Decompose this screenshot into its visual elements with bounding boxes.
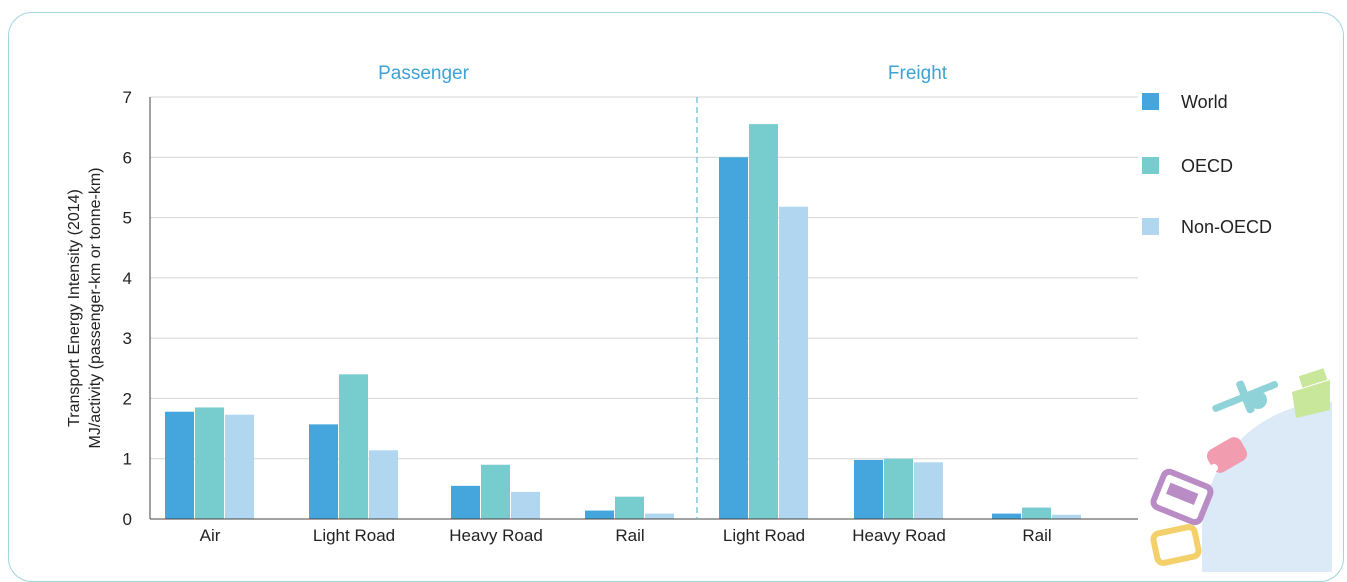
bar-world-5 bbox=[719, 157, 748, 520]
legend-label-non-oecd: Non-OECD bbox=[1181, 217, 1272, 237]
bar-non-oecd-3 bbox=[511, 491, 540, 519]
legend-swatch-world bbox=[1142, 93, 1159, 110]
bar-oecd-5 bbox=[749, 124, 778, 519]
x-category-label: Heavy Road bbox=[449, 526, 543, 545]
legend-swatch-non-oecd bbox=[1142, 218, 1159, 235]
x-category-label: Air bbox=[200, 526, 221, 545]
x-category-label: Light Road bbox=[313, 526, 395, 545]
y-tick-label: 5 bbox=[123, 209, 132, 228]
y-axis-label-line2: MJ/activity (passenger-km or tonne-km) bbox=[87, 168, 104, 449]
legend-label-oecd: OECD bbox=[1181, 156, 1233, 176]
bar-oecd-2 bbox=[339, 374, 368, 519]
car-icon bbox=[1206, 437, 1248, 473]
y-tick-label: 7 bbox=[123, 88, 132, 107]
bar-non-oecd-4 bbox=[645, 513, 674, 519]
bar-world-3 bbox=[451, 485, 480, 519]
bar-non-oecd-5 bbox=[779, 206, 808, 519]
y-tick-label: 4 bbox=[123, 269, 132, 288]
x-category-label: Light Road bbox=[723, 526, 805, 545]
bar-oecd-6 bbox=[884, 458, 913, 519]
y-tick-label: 3 bbox=[123, 329, 132, 348]
x-category-label: Rail bbox=[615, 526, 644, 545]
group-label: Freight bbox=[888, 63, 948, 84]
y-tick-label: 6 bbox=[123, 148, 132, 167]
bar-non-oecd-7 bbox=[1052, 514, 1081, 519]
legend-swatch-oecd bbox=[1142, 157, 1159, 174]
bar-non-oecd-1 bbox=[225, 414, 254, 519]
y-axis-label-line1: Transport Energy Intensity (2014) bbox=[66, 189, 83, 427]
bar-world-6 bbox=[854, 459, 883, 519]
bar-oecd-1 bbox=[195, 407, 224, 519]
group-label: Passenger bbox=[378, 63, 470, 84]
legend-label-world: World bbox=[1181, 92, 1228, 112]
y-tick-label: 1 bbox=[123, 450, 132, 469]
bus-icon bbox=[1150, 468, 1214, 526]
x-category-label: Heavy Road bbox=[852, 526, 946, 545]
bar-non-oecd-6 bbox=[914, 462, 943, 519]
y-tick-label: 0 bbox=[123, 510, 132, 529]
airplane-icon bbox=[1212, 380, 1279, 414]
transport-illustration bbox=[1150, 368, 1332, 572]
bar-non-oecd-2 bbox=[369, 450, 398, 519]
bar-oecd-4 bbox=[615, 496, 644, 519]
bar-world-2 bbox=[309, 424, 338, 519]
ship-icon bbox=[1292, 368, 1330, 418]
bar-world-1 bbox=[165, 411, 194, 519]
bar-world-7 bbox=[992, 513, 1021, 519]
x-category-label: Rail bbox=[1022, 526, 1051, 545]
bar-oecd-7 bbox=[1022, 507, 1051, 519]
bar-oecd-3 bbox=[481, 464, 510, 519]
y-tick-label: 2 bbox=[123, 389, 132, 408]
bar-world-4 bbox=[585, 510, 614, 519]
truck-icon bbox=[1150, 524, 1202, 566]
